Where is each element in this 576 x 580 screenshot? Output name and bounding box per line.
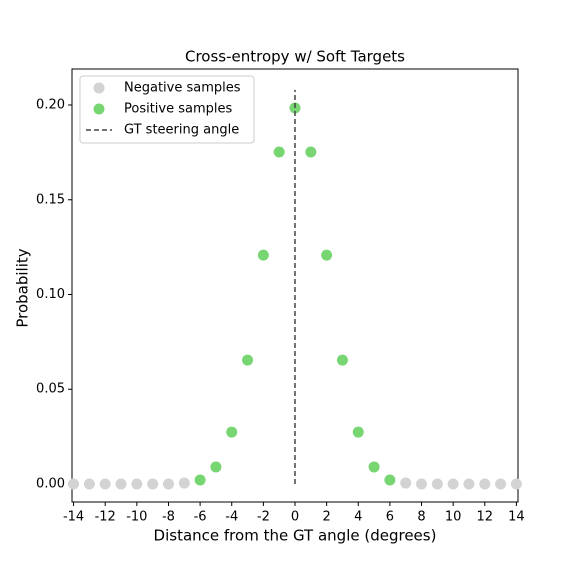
y-tick-label: 0.20 [36, 98, 65, 113]
legend-box [79, 75, 255, 144]
point [384, 474, 396, 486]
x-tick-label: 14 [508, 510, 525, 525]
point [510, 478, 522, 490]
y-tick-label: 0.00 [36, 476, 65, 491]
x-axis-label: Distance from the GT angle (degrees) [154, 527, 437, 545]
point [210, 461, 222, 473]
legend-label: GT steering angle [124, 123, 239, 138]
chart-title: Cross-entropy w/ Soft Targets [185, 48, 405, 66]
x-tick-label: -12 [95, 510, 116, 525]
y-tick-label: 0.05 [36, 382, 65, 397]
x-tick-label: 4 [354, 510, 362, 525]
x-tick-label: 10 [445, 510, 462, 525]
point [115, 478, 127, 490]
x-tick-label: -8 [162, 510, 175, 525]
x-tick-label: -14 [63, 510, 84, 525]
point [479, 478, 491, 490]
point [495, 478, 507, 490]
legend-label: Negative samples [124, 81, 241, 96]
point [226, 426, 238, 438]
legend-label: Positive samples [124, 102, 233, 117]
y-tick-label: 0.15 [36, 192, 65, 207]
x-tick-label: 2 [322, 510, 330, 525]
point [99, 478, 111, 490]
point [400, 477, 412, 489]
point [257, 249, 269, 261]
x-tick-label: 0 [291, 510, 299, 525]
point [431, 478, 443, 490]
point [305, 146, 317, 158]
x-tick-label: -10 [126, 510, 147, 525]
y-tick-label: 0.10 [36, 287, 65, 302]
point [147, 478, 159, 490]
point [352, 426, 364, 438]
x-tick-label: 6 [386, 510, 394, 525]
point [178, 477, 190, 489]
x-tick-label: -6 [194, 510, 207, 525]
point [368, 461, 380, 473]
point [336, 354, 348, 366]
y-axis-label: Probability [14, 248, 32, 327]
point [162, 478, 174, 490]
point [194, 474, 206, 486]
point [289, 102, 301, 114]
point [321, 249, 333, 261]
point [463, 478, 475, 490]
x-tick-label: -4 [225, 510, 238, 525]
x-tick-label: -2 [257, 510, 270, 525]
point [242, 354, 254, 366]
legend-marker [93, 82, 105, 94]
point [416, 478, 428, 490]
point [68, 478, 80, 490]
point [83, 478, 95, 490]
x-tick-label: 8 [417, 510, 425, 525]
x-tick-label: 12 [477, 510, 494, 525]
point [273, 146, 285, 158]
legend-marker [93, 103, 105, 115]
point [447, 478, 459, 490]
point [131, 478, 143, 490]
